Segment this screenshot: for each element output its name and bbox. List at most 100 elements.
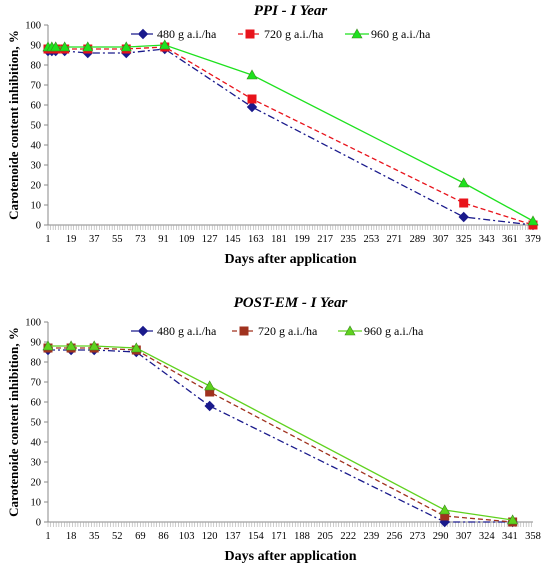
data-point xyxy=(459,198,469,208)
data-point xyxy=(246,101,258,113)
data-point xyxy=(507,514,519,525)
y-tick-label: 0 xyxy=(36,518,41,529)
x-tick-label: 205 xyxy=(317,531,333,542)
chart-title: POST-EM - I Year xyxy=(234,295,348,311)
y-axis-label: Carotenoide content inhibition, % xyxy=(6,30,21,220)
x-tick-label: 91 xyxy=(158,234,169,245)
data-point xyxy=(458,211,469,223)
legend-label: 720 g a.i./ha xyxy=(258,324,318,338)
x-tick-label: 343 xyxy=(479,234,495,245)
series-line xyxy=(48,46,534,226)
x-tick-label: 1 xyxy=(45,234,50,245)
x-tick-label: 253 xyxy=(363,234,379,245)
y-tick-label: 20 xyxy=(31,478,42,489)
x-tick-label: 1 xyxy=(45,531,50,542)
data-point xyxy=(82,41,94,52)
series-line xyxy=(48,347,513,523)
x-tick-label: 55 xyxy=(112,234,123,245)
x-tick-label: 109 xyxy=(179,234,195,245)
legend-marker xyxy=(344,325,356,336)
x-tick-label: 19 xyxy=(66,234,77,245)
series-3 xyxy=(42,39,539,226)
x-tick-label: 307 xyxy=(433,234,449,245)
x-tick-label: 154 xyxy=(248,531,265,542)
data-point xyxy=(50,41,62,52)
legend-marker xyxy=(137,28,149,40)
chart-1: PPI - I Year 0 10 20 30 40 50 60 70 80 90 100 1 19 37 5… xyxy=(6,3,541,267)
x-tick-label: 73 xyxy=(135,234,146,245)
legend-item: 720 g a.i./ha xyxy=(232,324,318,338)
x-tick-label: 222 xyxy=(340,531,356,542)
legend-item: 960 g a.i./ha xyxy=(345,27,431,41)
x-tick-label: 290 xyxy=(433,531,449,542)
x-tick-label: 341 xyxy=(502,531,518,542)
y-tick-label: 50 xyxy=(31,418,42,429)
data-point xyxy=(204,400,215,412)
y-tick-label: 60 xyxy=(31,398,42,409)
legend-marker xyxy=(137,325,149,337)
x-tick-label: 181 xyxy=(271,234,287,245)
series-line xyxy=(48,44,534,222)
x-tick-label: 163 xyxy=(248,234,264,245)
x-tick-label: 358 xyxy=(525,531,541,542)
x-tick-label: 37 xyxy=(89,234,100,245)
y-tick-label: 40 xyxy=(31,438,42,449)
x-tick-label: 188 xyxy=(294,531,310,542)
x-tick-label: 273 xyxy=(410,531,426,542)
data-point xyxy=(130,342,142,353)
y-tick-label: 70 xyxy=(31,378,42,389)
data-point xyxy=(204,380,216,391)
x-tick-label: 103 xyxy=(179,531,195,542)
x-tick-label: 256 xyxy=(387,531,403,542)
data-point xyxy=(88,340,100,351)
x-tick-label: 325 xyxy=(456,234,472,245)
data-point xyxy=(159,39,171,50)
legend-label: 480 g a.i./ha xyxy=(157,27,217,41)
x-tick-label: 171 xyxy=(271,531,287,542)
legend-label: 960 g a.i./ha xyxy=(364,324,424,338)
y-tick-label: 20 xyxy=(31,181,42,192)
y-tick-label: 70 xyxy=(31,81,42,92)
y-tick-label: 100 xyxy=(25,21,41,32)
data-point xyxy=(439,504,451,515)
y-tick-label: 100 xyxy=(25,318,41,329)
legend-item: 960 g a.i./ha xyxy=(338,324,424,338)
data-point xyxy=(246,69,258,80)
legend-marker xyxy=(351,28,363,39)
y-tick-label: 90 xyxy=(31,41,42,52)
x-tick-label: 69 xyxy=(135,531,146,542)
data-point xyxy=(65,340,77,351)
legend-marker xyxy=(245,29,255,39)
x-tick-label: 379 xyxy=(525,234,541,245)
x-minor-ticks xyxy=(47,522,532,527)
legend-item: 720 g a.i./ha xyxy=(238,27,324,41)
data-point xyxy=(59,41,71,52)
y-tick-label: 30 xyxy=(31,458,42,469)
series-2 xyxy=(43,343,518,527)
x-tick-label: 86 xyxy=(158,531,169,542)
x-axis-label: Days after application xyxy=(225,549,357,564)
x-tick-label: 235 xyxy=(340,234,356,245)
x-tick-label: 137 xyxy=(225,531,241,542)
x-tick-label: 18 xyxy=(66,531,77,542)
y-tick-label: 80 xyxy=(31,358,42,369)
y-tick-label: 40 xyxy=(31,141,42,152)
legend-marker xyxy=(239,326,249,336)
x-tick-label: 239 xyxy=(363,531,379,542)
y-tick-label: 50 xyxy=(31,121,42,132)
data-point xyxy=(458,177,470,188)
x-tick-label: 271 xyxy=(387,234,403,245)
data-point xyxy=(120,41,132,52)
legend-item: 480 g a.i./ha xyxy=(131,324,217,338)
chart-title: PPI - I Year xyxy=(254,3,328,19)
y-tick-label: 90 xyxy=(31,338,42,349)
series-line xyxy=(48,349,513,523)
x-tick-label: 361 xyxy=(502,234,518,245)
x-tick-label: 307 xyxy=(456,531,472,542)
data-point xyxy=(527,215,539,226)
data-point xyxy=(42,340,54,351)
legend-label: 720 g a.i./ha xyxy=(264,27,324,41)
x-tick-label: 217 xyxy=(317,234,333,245)
x-minor-ticks xyxy=(47,225,534,230)
